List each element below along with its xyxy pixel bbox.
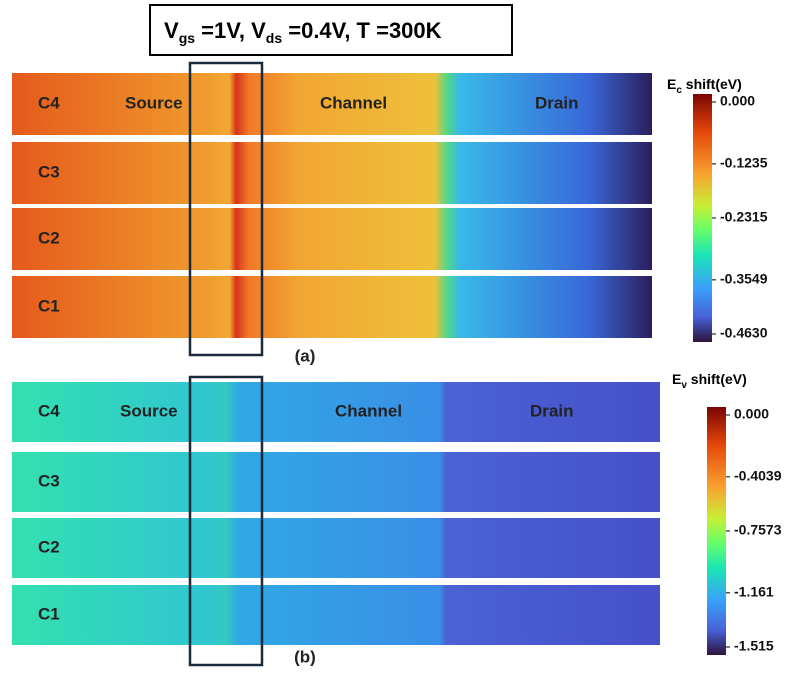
colorbar-tick-label: -0.4039 — [734, 468, 782, 484]
row-label: C4 — [38, 401, 60, 420]
highlight-box — [188, 61, 264, 357]
colorbar-tick-label: -1.161 — [734, 583, 774, 599]
colorbar-tick-label: -1.515 — [734, 638, 774, 654]
region-label: Source — [125, 93, 183, 112]
region-label: Channel — [335, 401, 402, 420]
colorbar-title-part: shift(eV) — [682, 76, 742, 92]
row-label: C3 — [38, 471, 60, 490]
row-label: C2 — [38, 537, 60, 556]
device-strip — [12, 585, 660, 645]
colorbar-title-part: E — [667, 76, 676, 92]
colorbar-tick-label: -0.1235 — [720, 155, 768, 171]
region-label: Drain — [535, 93, 578, 112]
panel-label: (b) — [294, 647, 316, 666]
colorbar-title-part: v — [681, 380, 687, 391]
colorbar — [707, 407, 726, 655]
colorbar — [693, 94, 712, 342]
colorbar-tick-label: -0.7573 — [734, 522, 782, 538]
row-label: C3 — [38, 162, 60, 181]
colorbar-tick-label: 0.000 — [734, 406, 769, 422]
device-strip — [12, 142, 652, 204]
device-strip — [12, 208, 652, 270]
title-box — [149, 4, 513, 56]
row-label: C4 — [38, 93, 60, 112]
highlight-box — [188, 375, 264, 667]
row-label: C1 — [38, 296, 60, 315]
colorbar-title-part: c — [676, 85, 682, 96]
row-label: C2 — [38, 228, 60, 247]
device-strip — [12, 73, 652, 135]
title: Vgs =1V, Vds =0.4V, T =300K — [164, 18, 442, 46]
colorbar-title: Ec shift(eV) — [667, 76, 742, 96]
colorbar-title: Ev shift(eV) — [672, 371, 747, 391]
colorbar-title-part: E — [672, 371, 681, 387]
colorbar-tick-label: -0.4630 — [720, 325, 768, 341]
panel-label: (a) — [295, 346, 316, 365]
device-strip — [12, 382, 660, 442]
colorbar-title-part: shift(eV) — [687, 371, 747, 387]
row-label: C1 — [38, 604, 60, 623]
device-strip — [12, 518, 660, 578]
region-label: Source — [120, 401, 178, 420]
colorbar-tick-label: -0.2315 — [720, 209, 768, 225]
region-label: Channel — [320, 93, 387, 112]
device-strip — [12, 276, 652, 338]
colorbar-tick-label: -0.3549 — [720, 271, 768, 287]
colorbar-tick-label: 0.000 — [720, 93, 755, 109]
region-label: Drain — [530, 401, 573, 420]
device-strip — [12, 452, 660, 512]
